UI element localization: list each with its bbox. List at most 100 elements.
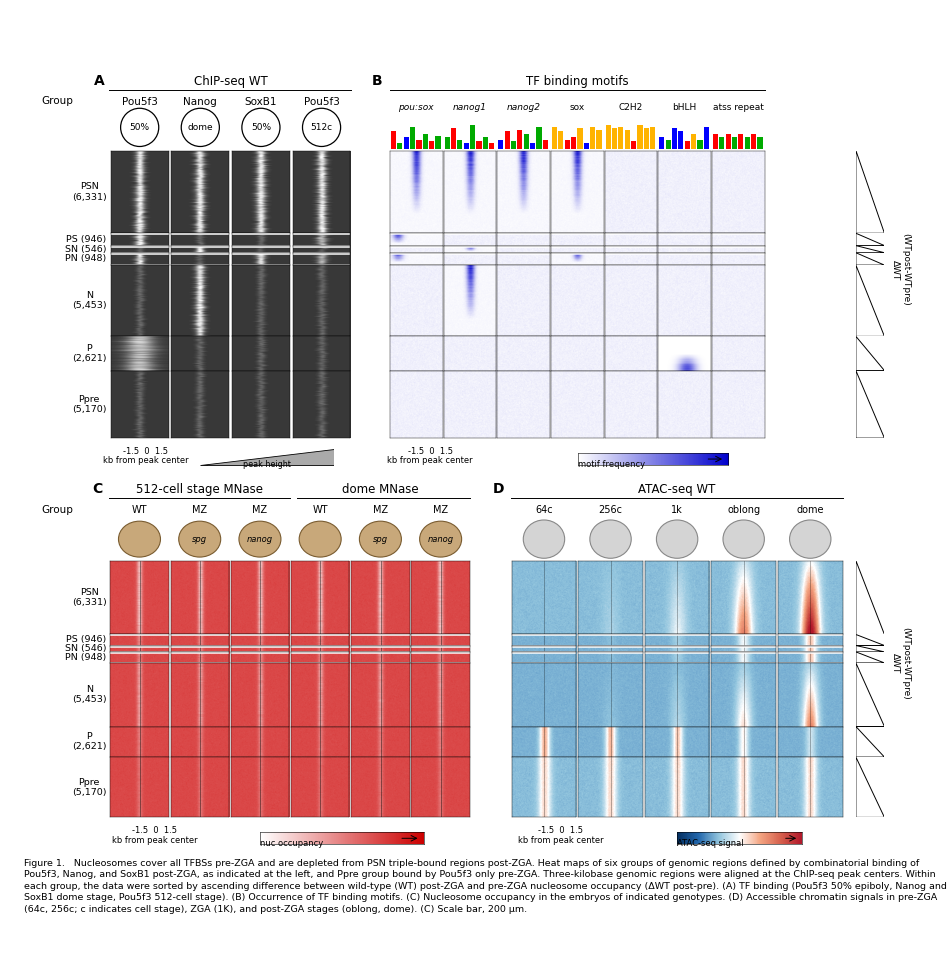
Bar	[606, 125, 611, 149]
Circle shape	[523, 520, 565, 559]
Bar	[691, 134, 696, 149]
Text: motif frequency: motif frequency	[577, 459, 645, 469]
Circle shape	[656, 520, 698, 559]
Text: -1.5  0  1.5: -1.5 0 1.5	[538, 826, 583, 835]
Bar	[530, 143, 535, 149]
Text: C: C	[92, 482, 102, 496]
Bar	[704, 127, 708, 149]
Text: WT: WT	[132, 505, 147, 515]
Text: nanog: nanog	[428, 535, 454, 543]
Text: ChIP-seq WT: ChIP-seq WT	[194, 74, 267, 88]
Bar	[463, 143, 469, 149]
Text: 50%: 50%	[251, 123, 271, 132]
Text: Ppre
(5,170): Ppre (5,170)	[72, 778, 107, 797]
Text: Pou5f3: Pou5f3	[303, 96, 340, 107]
Text: N
(5,453): N (5,453)	[72, 291, 107, 311]
Text: -1.5  0  1.5: -1.5 0 1.5	[124, 447, 168, 455]
Text: Group: Group	[41, 96, 73, 106]
Text: MZ: MZ	[192, 505, 207, 515]
Text: PN (948): PN (948)	[66, 653, 107, 662]
Text: oblong: oblong	[728, 505, 760, 515]
Ellipse shape	[119, 521, 161, 557]
Bar	[666, 140, 670, 149]
Text: 512c: 512c	[310, 123, 333, 132]
Bar	[697, 140, 703, 149]
Text: P
(2,621): P (2,621)	[72, 732, 107, 752]
Text: 1k: 1k	[671, 505, 683, 515]
Text: ATAC-seq WT: ATAC-seq WT	[638, 482, 716, 496]
Bar	[590, 127, 595, 149]
Text: MZ: MZ	[433, 505, 448, 515]
Bar	[524, 134, 529, 149]
Text: C2H2: C2H2	[619, 103, 643, 112]
Bar	[732, 137, 737, 149]
Bar	[644, 128, 649, 149]
Text: spg: spg	[373, 535, 388, 543]
Text: 50%: 50%	[129, 123, 149, 132]
Text: MZ: MZ	[252, 505, 267, 515]
Ellipse shape	[419, 521, 461, 557]
Bar	[451, 128, 456, 149]
Text: SN (546): SN (546)	[65, 245, 107, 254]
Text: pou:sox: pou:sox	[398, 103, 434, 112]
Bar	[417, 140, 421, 149]
Bar	[391, 131, 397, 149]
Bar	[470, 125, 476, 149]
Bar	[751, 134, 756, 149]
Bar	[650, 127, 655, 149]
Text: Figure 1.   Nucleosomes cover all TFBSs pre-ZGA and are depleted from PSN triple: Figure 1. Nucleosomes cover all TFBSs pr…	[24, 859, 946, 914]
Ellipse shape	[239, 521, 281, 557]
Bar	[436, 136, 440, 149]
Ellipse shape	[179, 521, 221, 557]
Text: TF binding motifs: TF binding motifs	[527, 74, 629, 88]
Text: -1.5  0  1.5: -1.5 0 1.5	[408, 447, 453, 455]
Bar	[489, 143, 495, 149]
Text: atss repeat: atss repeat	[713, 103, 764, 112]
Text: WT: WT	[313, 505, 328, 515]
Text: PN (948): PN (948)	[66, 255, 107, 263]
Text: 256c: 256c	[598, 505, 623, 515]
Bar	[482, 137, 488, 149]
Bar	[552, 127, 557, 149]
Text: dome: dome	[187, 123, 213, 132]
Text: 64c: 64c	[535, 505, 553, 515]
Bar	[618, 127, 624, 149]
Bar	[571, 137, 576, 149]
Text: 512-cell stage MNase: 512-cell stage MNase	[136, 482, 263, 496]
Text: peak height: peak height	[243, 460, 291, 469]
Text: dome: dome	[797, 505, 824, 515]
Bar	[671, 128, 677, 149]
Ellipse shape	[359, 521, 401, 557]
Text: PSN
(6,331): PSN (6,331)	[71, 588, 107, 607]
Text: P
(2,621): P (2,621)	[72, 344, 107, 363]
Bar	[738, 134, 744, 149]
Bar	[719, 137, 725, 149]
Text: nanog: nanog	[247, 535, 273, 543]
Text: PS (946): PS (946)	[67, 636, 107, 645]
Ellipse shape	[300, 521, 341, 557]
Text: D: D	[493, 482, 504, 496]
Bar	[611, 128, 617, 149]
Text: nanog1: nanog1	[453, 103, 487, 112]
Text: Nanog: Nanog	[184, 96, 217, 107]
Bar	[505, 131, 510, 149]
Text: nanog2: nanog2	[507, 103, 540, 112]
Bar	[429, 142, 435, 149]
Bar	[745, 137, 749, 149]
Bar	[517, 130, 522, 149]
Text: MZ: MZ	[373, 505, 388, 515]
Bar	[685, 142, 689, 149]
Bar	[678, 131, 684, 149]
Bar	[511, 142, 516, 149]
Text: Group: Group	[41, 505, 73, 514]
Text: kb from peak center: kb from peak center	[111, 836, 198, 844]
Bar	[713, 134, 718, 149]
Text: bHLH: bHLH	[672, 103, 697, 112]
Text: nuc occupancy: nuc occupancy	[260, 839, 323, 848]
Text: PS (946): PS (946)	[67, 234, 107, 244]
Text: kb from peak center: kb from peak center	[387, 456, 473, 465]
Bar	[757, 137, 763, 149]
Bar	[498, 140, 503, 149]
Circle shape	[789, 520, 831, 559]
Text: dome MNase: dome MNase	[342, 482, 418, 496]
